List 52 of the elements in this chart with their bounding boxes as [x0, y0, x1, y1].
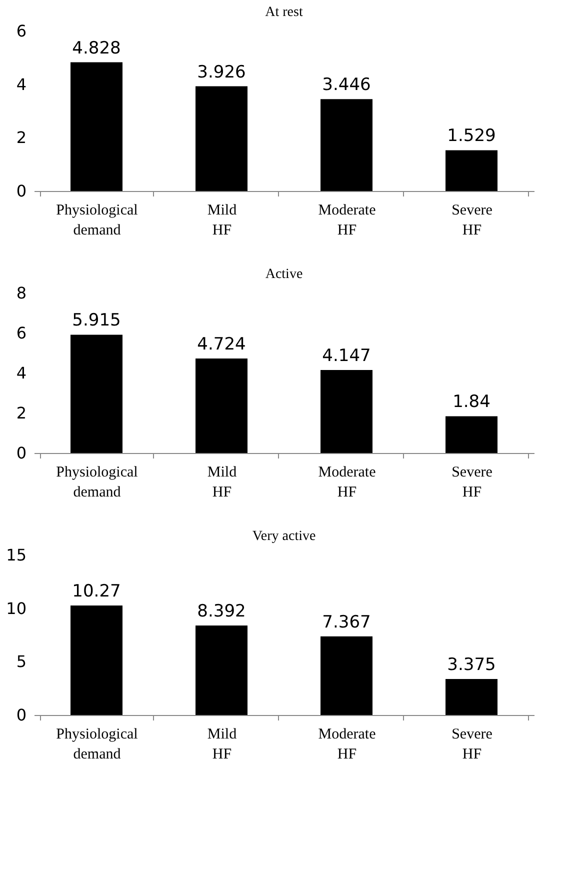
data-label: 5.915 [72, 310, 121, 331]
data-label: 3.446 [322, 75, 371, 96]
y-tick-label: 0 [16, 706, 26, 724]
bar [446, 150, 498, 191]
bar [70, 334, 122, 453]
x-tick-label: Severe HF [452, 464, 493, 500]
y-tick-label: 2 [16, 404, 26, 422]
bar [196, 625, 248, 715]
x-tick-label: Mild HF [207, 464, 238, 500]
data-label: 4.147 [322, 346, 371, 366]
bar [70, 62, 122, 191]
bar [70, 605, 122, 715]
data-label: 10.27 [72, 581, 121, 602]
x-tick-label: Severe HF [452, 202, 493, 238]
y-tick-label: 8 [16, 284, 26, 302]
y-tick-label: 2 [16, 128, 26, 148]
x-tick-label: Mild HF [207, 726, 238, 762]
y-tick-label: 6 [16, 22, 26, 40]
data-label: 7.367 [322, 612, 371, 632]
data-label: 4.828 [72, 38, 121, 58]
y-tick-label: 10 [6, 598, 26, 618]
y-tick-label: 0 [16, 182, 26, 200]
y-tick-label: 6 [16, 324, 26, 342]
x-tick-label: Severe HF [452, 726, 493, 762]
x-tick-label: Moderate HF [318, 726, 376, 762]
data-label: 3.375 [447, 655, 496, 675]
x-tick-label: Moderate HF [318, 202, 376, 238]
chart-title: Active [265, 267, 303, 282]
bar [320, 370, 372, 453]
x-tick-label: Mild HF [207, 202, 238, 238]
x-tick-label: Moderate HF [318, 464, 376, 500]
y-tick-label: 15 [6, 546, 26, 564]
data-label: 1.529 [447, 126, 496, 146]
x-tick-label: Physiological demand [56, 464, 138, 500]
bar [446, 679, 498, 715]
bar [320, 99, 372, 191]
data-label: 1.84 [452, 392, 490, 412]
bar [320, 636, 372, 715]
chart-title: At rest [265, 5, 303, 20]
bar [446, 416, 498, 453]
x-tick-label: Physiological demand [56, 726, 138, 762]
y-tick-label: 4 [16, 74, 26, 94]
data-label: 3.926 [197, 62, 246, 82]
x-tick-label: Physiological demand [56, 202, 138, 238]
bar [196, 358, 248, 453]
data-label: 4.724 [197, 334, 246, 355]
data-label: 8.392 [197, 601, 246, 622]
y-tick-label: 5 [16, 652, 26, 672]
y-tick-label: 0 [16, 444, 26, 462]
chart-title: Very active [252, 529, 316, 544]
bar [196, 86, 248, 191]
y-tick-label: 4 [16, 364, 26, 382]
